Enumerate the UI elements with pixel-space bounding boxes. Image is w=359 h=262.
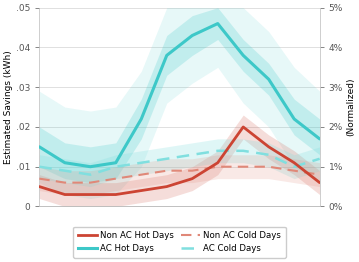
Y-axis label: Estimated Savings (kWh): Estimated Savings (kWh) <box>4 50 13 164</box>
Legend: Non AC Hot Days, AC Hot Days, Non AC Cold Days, AC Cold Days: Non AC Hot Days, AC Hot Days, Non AC Col… <box>74 227 285 258</box>
Y-axis label: (Normalized): (Normalized) <box>346 78 355 136</box>
